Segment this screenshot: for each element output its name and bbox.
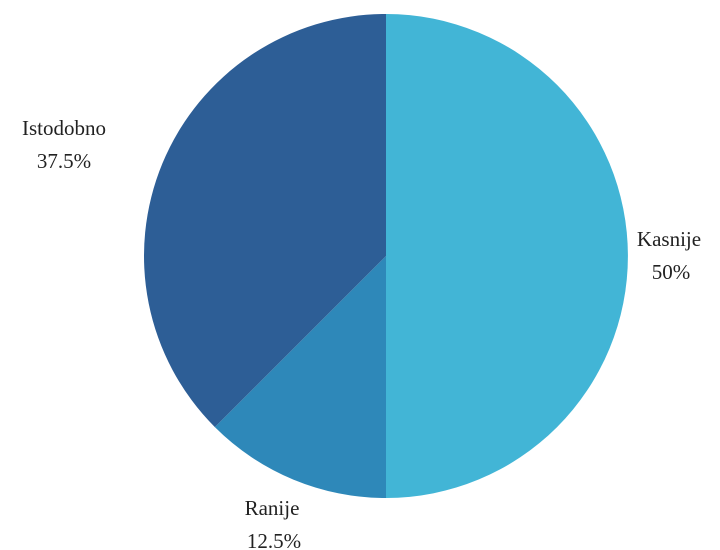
slice-label-kasnije: Kasnije: [637, 227, 701, 251]
slice-label-ranije: Ranije: [245, 496, 300, 520]
pie-labels: Kasnije 50% Ranije 12.5% Istodobno 37.5%: [22, 116, 701, 550]
slice-value-ranije: 12.5%: [247, 529, 301, 550]
pie-slice-istodobno: [143, 14, 386, 428]
slice-value-kasnije: 50%: [652, 260, 691, 284]
pie-slices: [143, 14, 628, 498]
slice-value-istodobno: 37.5%: [37, 149, 91, 173]
pie-slice-ranije: [214, 256, 386, 498]
pie-slice-kasnije: [386, 14, 628, 498]
slice-label-istodobno: Istodobno: [22, 116, 106, 140]
